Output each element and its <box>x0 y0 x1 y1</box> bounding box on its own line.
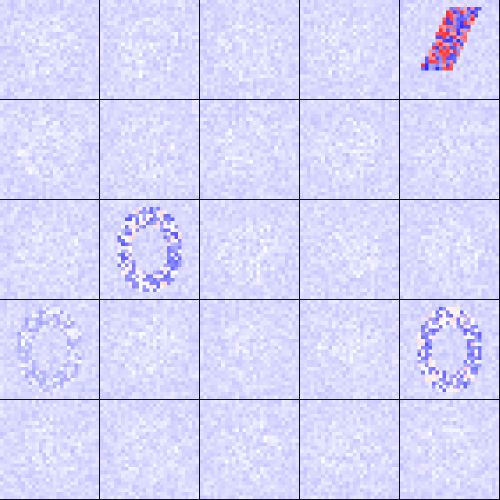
heatmap-tile-r3-c2 <box>200 300 299 399</box>
heatmap-tile-r4-c2 <box>200 400 299 499</box>
heatmap-tile-r0-c3 <box>300 0 399 99</box>
heatmap-tile-r2-c4 <box>400 200 499 299</box>
heatmap-tile-r1-c1 <box>100 100 199 199</box>
heatmap-tile-r0-c2 <box>200 0 299 99</box>
heatmap-tile-r3-c0 <box>0 300 99 399</box>
heatmap-tile-r4-c3 <box>300 400 399 499</box>
heatmap-tile-r0-c4 <box>400 0 499 99</box>
heatmap-tile-r1-c4 <box>400 100 499 199</box>
heatmap-tile-r3-c1 <box>100 300 199 399</box>
heatmap-tile-r1-c2 <box>200 100 299 199</box>
heatmap-tile-r2-c0 <box>0 200 99 299</box>
heatmap-tile-r0-c0 <box>0 0 99 99</box>
heatmap-tile-r4-c0 <box>0 400 99 499</box>
heatmap-tile-r0-c1 <box>100 0 199 99</box>
heatmap-tile-r4-c4 <box>400 400 499 499</box>
heatmap-tile-r1-c3 <box>300 100 399 199</box>
heatmap-tile-r3-c4 <box>400 300 499 399</box>
heatmap-tile-r2-c2 <box>200 200 299 299</box>
heatmap-tile-r4-c1 <box>100 400 199 499</box>
heatmap-tile-r2-c3 <box>300 200 399 299</box>
heatmap-tile-r2-c1 <box>100 200 199 299</box>
heatmap-tile-r1-c0 <box>0 100 99 199</box>
heatmap-tile-r3-c3 <box>300 300 399 399</box>
